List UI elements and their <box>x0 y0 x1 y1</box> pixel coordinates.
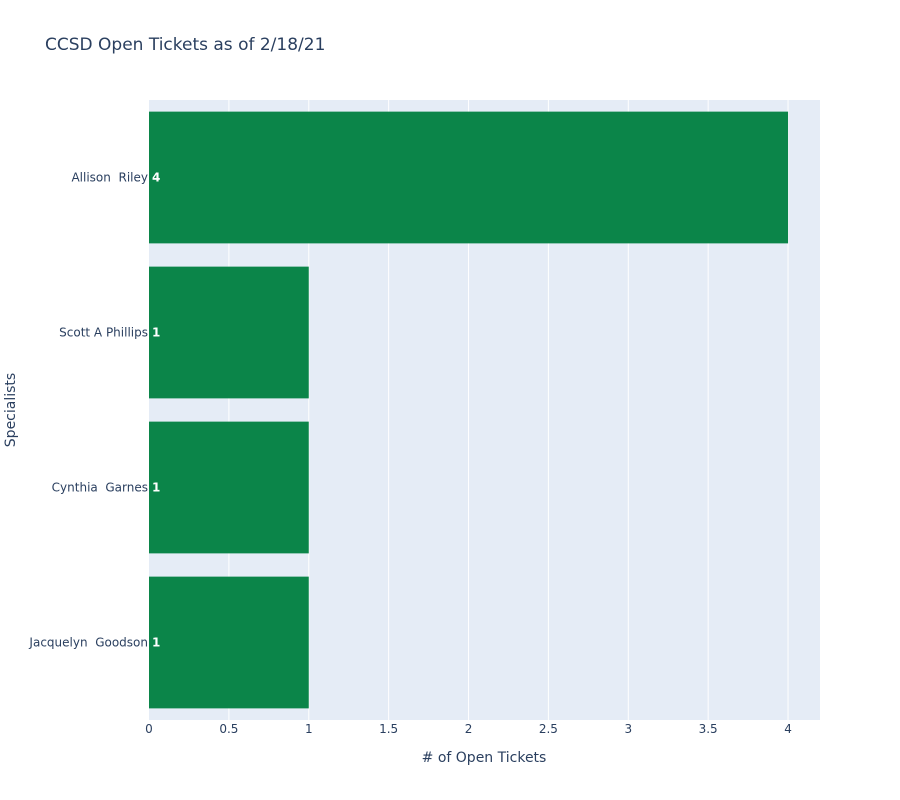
bar-value-label: 1 <box>152 636 160 650</box>
y-axis-categories: Allison Riley Scott A Phillips Cynthia Gar… <box>28 171 148 650</box>
bar[interactable] <box>149 576 309 709</box>
x-axis-title: # of Open Tickets <box>422 750 547 766</box>
x-tick-label: 0.5 <box>219 722 238 736</box>
chart-title: CCSD Open Tickets as of 2/18/21 <box>45 35 325 55</box>
bar-value-label: 1 <box>152 326 160 340</box>
bar[interactable] <box>149 111 789 244</box>
x-tick-label: 3.5 <box>699 722 718 736</box>
y-axis-title: Specialists <box>3 373 19 447</box>
bar[interactable] <box>149 266 309 399</box>
y-category-label: Allison Riley <box>71 171 148 185</box>
bars: 4 1 1 1 <box>149 111 789 709</box>
bar-value-label: 4 <box>152 171 160 185</box>
x-tick-label: 3 <box>624 722 632 736</box>
bar[interactable] <box>149 421 309 554</box>
x-tick-label: 4 <box>784 722 792 736</box>
y-category-label: Cynthia Garnes <box>52 481 148 495</box>
x-tick-label: 1.5 <box>379 722 398 736</box>
x-tick-label: 2.5 <box>539 722 558 736</box>
x-tick-label: 0 <box>145 722 153 736</box>
x-axis-ticks: 0 0.5 1 1.5 2 2.5 3 3.5 4 <box>145 722 792 736</box>
x-tick-label: 1 <box>305 722 313 736</box>
bar-value-label: 1 <box>152 481 160 495</box>
y-category-label: Scott A Phillips <box>59 326 148 340</box>
x-tick-label: 2 <box>465 722 473 736</box>
y-category-label: Jacquelyn Goodson <box>28 636 148 650</box>
